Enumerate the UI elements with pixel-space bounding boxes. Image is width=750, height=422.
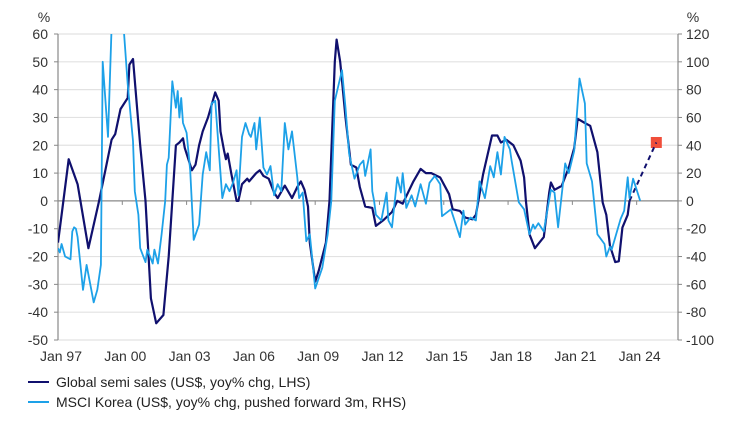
x-tick-label: Jan 97 — [40, 348, 82, 364]
x-tick-label: Jan 24 — [619, 348, 661, 364]
left-tick-label: 30 — [32, 109, 48, 125]
left-axis-ticks: 60 50 40 30 20 10 0 -10 -20 -30 -40 -50 — [28, 26, 48, 348]
right-tick-label: 80 — [686, 82, 702, 98]
right-tick-label: -80 — [686, 304, 706, 320]
x-tick-label: Jan 09 — [297, 348, 339, 364]
right-tick-label: -100 — [686, 332, 714, 348]
right-tick-label: 100 — [686, 54, 710, 70]
left-axis-unit: % — [38, 9, 50, 25]
right-tick-label: -40 — [686, 249, 706, 265]
semis-projection-line — [628, 142, 658, 202]
x-tick-label: Jan 18 — [490, 348, 532, 364]
legend-label-korea: MSCI Korea (US$, yoy% chg, pushed forwar… — [56, 394, 407, 410]
left-tick-label: -40 — [28, 304, 48, 320]
x-tick-label: Jan 21 — [554, 348, 596, 364]
left-tick-label: 20 — [32, 137, 48, 153]
legend-swatch-semis — [28, 381, 49, 383]
msci-korea-line — [58, 34, 642, 304]
left-tick-label: 60 — [32, 26, 48, 42]
x-axis-ticks: Jan 97 Jan 00 Jan 03 Jan 06 Jan 09 Jan 12 Jan … — [40, 348, 661, 364]
axes — [54, 33, 682, 341]
semis-sales-line — [58, 38, 631, 325]
series-lines — [58, 34, 658, 325]
left-tick-label: -50 — [28, 332, 48, 348]
right-tick-label: 0 — [686, 193, 694, 209]
left-tick-label: -10 — [28, 221, 48, 237]
right-tick-label: 60 — [686, 109, 702, 125]
left-tick-label: 10 — [32, 165, 48, 181]
right-tick-label: 20 — [686, 165, 702, 181]
legend-item-korea: MSCI Korea (US$, yoy% chg, pushed forwar… — [28, 394, 406, 410]
x-tick-label: Jan 06 — [233, 348, 275, 364]
x-tick-label: Jan 12 — [361, 348, 403, 364]
right-tick-label: 120 — [686, 26, 710, 42]
left-tick-label: 50 — [32, 54, 48, 70]
legend-item-semis: Global semi sales (US$, yoy% chg, LHS) — [28, 374, 310, 390]
left-tick-label: 0 — [40, 193, 48, 209]
right-tick-label: -20 — [686, 221, 706, 237]
left-tick-label: 40 — [32, 82, 48, 98]
left-tick-label: -20 — [28, 249, 48, 265]
legend-label-semis: Global semi sales (US$, yoy% chg, LHS) — [56, 374, 311, 390]
forecast-marker — [650, 136, 662, 148]
x-tick-label: Jan 03 — [169, 348, 211, 364]
legend-swatch-korea — [28, 401, 49, 403]
x-tick-label: Jan 15 — [426, 348, 468, 364]
x-tick-label: Jan 00 — [104, 348, 146, 364]
right-tick-label: -60 — [686, 276, 706, 292]
right-axis-unit: % — [687, 9, 699, 25]
left-tick-label: -30 — [28, 276, 48, 292]
right-tick-label: 40 — [686, 137, 702, 153]
right-axis-ticks: 120 100 80 60 40 20 0 -20 -40 -60 -80 -100 — [686, 26, 714, 348]
